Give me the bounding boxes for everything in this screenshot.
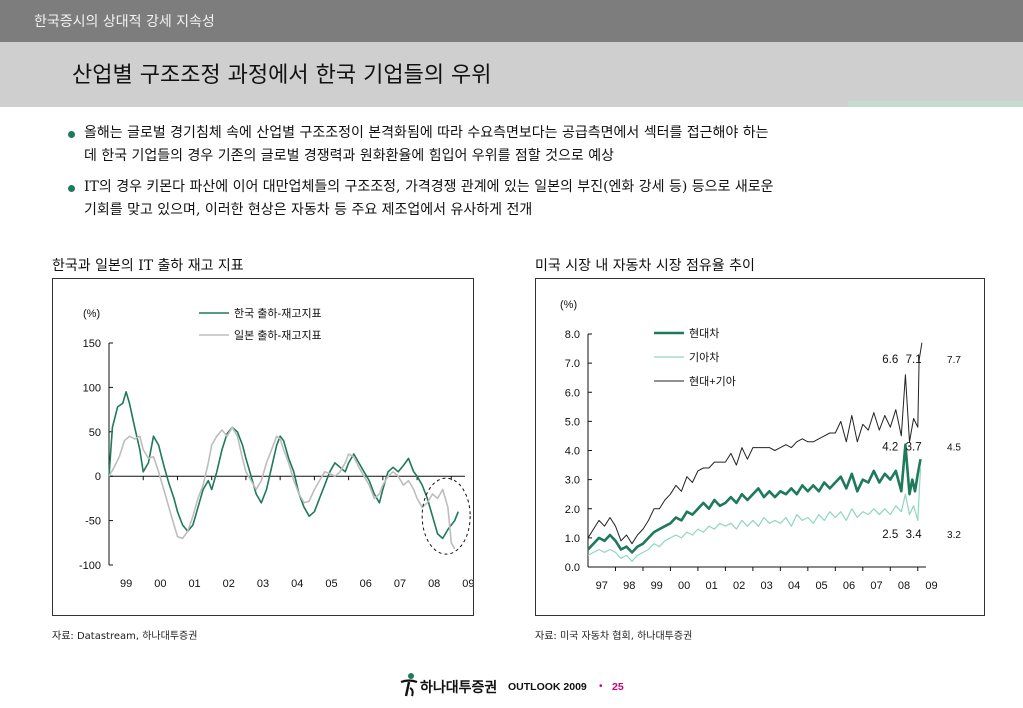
y-tick-label: -50 <box>85 516 101 528</box>
y-tick-label: 8.0 <box>565 329 580 341</box>
value-annotation: 4.5 <box>947 443 961 454</box>
unit-label: (%) <box>83 308 100 320</box>
x-tick-label: 98 <box>623 580 635 592</box>
legend-label: 한국 출하-재고지표 <box>234 306 322 320</box>
right-chart-frame: (%) 8.0 7.0 6.0 5.0 4.0 3.0 2.0 1.0 0.0 97 98 99 00 01… <box>535 278 985 616</box>
x-tick-label: 05 <box>815 580 827 592</box>
value-annotation: 3.4 <box>906 529 923 541</box>
x-tick-label: 02 <box>223 578 235 590</box>
series-line <box>587 443 922 554</box>
bullet-item: IT의 경우 키몬다 파산에 이어 대만업체들의 구조조정, 가격경쟁 관계에 … <box>68 176 993 222</box>
value-annotation: 3.2 <box>947 530 961 541</box>
value-annotation: 3.7 <box>906 442 922 454</box>
x-tick-label: 00 <box>154 578 166 590</box>
x-tick-label: 05 <box>325 578 337 590</box>
x-tick-label: 00 <box>678 580 690 592</box>
y-tick-label: 0 <box>95 471 101 483</box>
value-annotation: 7.7 <box>947 355 961 366</box>
bullet-dot-icon <box>68 185 75 192</box>
legend-label: 기아차 <box>689 351 719 364</box>
hana-logo-icon <box>400 673 418 697</box>
y-tick-label: 2.0 <box>565 504 580 516</box>
x-tick-label: 97 <box>596 580 608 592</box>
value-annotation: 7.1 <box>906 354 922 366</box>
y-tick-label: 0.0 <box>565 562 580 574</box>
highlight-ellipse <box>421 477 471 555</box>
unit-label: (%) <box>560 299 577 311</box>
x-tick-label: 07 <box>394 578 406 590</box>
brand-name: 하나대투증권 <box>420 679 498 695</box>
left-chart-source: 자료: Datastream, 하나대투증권 <box>52 631 198 642</box>
x-tick-label: 04 <box>291 578 303 590</box>
series-line <box>108 426 456 550</box>
x-tick-label: 06 <box>360 578 372 590</box>
bullet-dot-icon <box>68 131 75 138</box>
y-tick-label: 50 <box>89 427 101 439</box>
bullet-line: 기회를 맞고 있으며, 이러한 현상은 자동차 등 주요 제조업에서 유사하게 … <box>84 202 533 218</box>
legend-label: 현대차 <box>689 327 719 340</box>
right-chart-source: 자료: 미국 자동차 협회, 하나대투증권 <box>535 631 693 642</box>
y-tick-label: 150 <box>83 338 101 350</box>
y-tick-label: 4.0 <box>565 446 580 458</box>
legend-label: 일본 출하-재고지표 <box>234 328 322 342</box>
y-tick-label: 7.0 <box>565 358 580 370</box>
series-line <box>108 391 459 540</box>
title-divider <box>0 104 848 107</box>
value-annotation: 4.2 <box>882 442 898 454</box>
x-tick-label: 99 <box>120 578 132 590</box>
x-tick-label: 02 <box>733 580 745 592</box>
x-tick-label: 99 <box>651 580 663 592</box>
x-tick-label: 09 <box>462 578 473 590</box>
it-inventory-chart: (%) 150 100 50 0 -50 -100 99 00 01 02 03 04 05 06 07 08 0… <box>79 306 475 590</box>
x-tick-label: 07 <box>870 580 882 592</box>
y-tick-label: -100 <box>79 560 101 572</box>
legend-label: 현대+기아 <box>689 375 736 388</box>
footer-separator: • <box>599 681 603 692</box>
x-tick-label: 03 <box>257 578 269 590</box>
x-tick-label: 01 <box>706 580 718 592</box>
left-chart-frame: (%) 150 100 50 0 -50 -100 99 00 01 02 03 04 05 06 07 08 0… <box>52 278 475 616</box>
bullet-line: 데 한국 기업들의 경우 기존의 글로벌 경쟁력과 원화환율에 힘입어 우위를 … <box>84 148 614 164</box>
page-title: 산업별 구조조정 과정에서 한국 기업들의 우위 <box>72 63 492 88</box>
series-line <box>587 342 923 545</box>
top-bar: 한국증시의 상대적 강세 지속성 <box>0 0 1023 42</box>
x-tick-label: 08 <box>898 580 910 592</box>
right-chart-heading: 미국 시장 내 자동차 시장 점유율 추이 <box>535 258 755 274</box>
x-tick-label: 09 <box>925 580 937 592</box>
x-tick-label: 04 <box>788 580 800 592</box>
x-tick-label: 03 <box>760 580 772 592</box>
x-tick-label: 06 <box>843 580 855 592</box>
report-title: OUTLOOK 2009 <box>508 681 587 693</box>
value-annotation: 2.5 <box>882 529 898 541</box>
page-number: 25 <box>612 681 624 693</box>
y-tick-label: 5.0 <box>565 416 580 428</box>
y-tick-label: 6.0 <box>565 387 580 399</box>
x-tick-label: 08 <box>428 578 440 590</box>
title-accent-strip <box>848 101 1023 107</box>
y-tick-label: 3.0 <box>565 475 580 487</box>
series-line <box>587 467 922 562</box>
bullet-line: IT의 경우 키몬다 파산에 이어 대만업체들의 구조조정, 가격경쟁 관계에 … <box>84 179 774 195</box>
left-chart-heading: 한국과 일본의 IT 출하 재고 지표 <box>52 258 244 274</box>
bullet-line: 올해는 글로벌 경기침체 속에 산업별 구조조정이 본격화됨에 따라 수요측면보… <box>84 125 769 141</box>
y-tick-label: 1.0 <box>565 533 580 545</box>
y-tick-label: 100 <box>83 382 101 394</box>
section-title: 한국증시의 상대적 강세 지속성 <box>34 14 215 30</box>
bullet-item: 올해는 글로벌 경기침체 속에 산업별 구조조정이 본격화됨에 따라 수요측면보… <box>68 122 993 168</box>
value-annotation: 6.6 <box>882 354 898 366</box>
auto-share-chart: (%) 8.0 7.0 6.0 5.0 4.0 3.0 2.0 1.0 0.0 97 98 99 00 01… <box>560 299 961 592</box>
bullet-list: 올해는 글로벌 경기침체 속에 산업별 구조조정이 본격화됨에 따라 수요측면보… <box>68 122 993 230</box>
x-tick-label: 01 <box>188 578 200 590</box>
title-bar: 산업별 구조조정 과정에서 한국 기업들의 우위 <box>0 42 1023 104</box>
